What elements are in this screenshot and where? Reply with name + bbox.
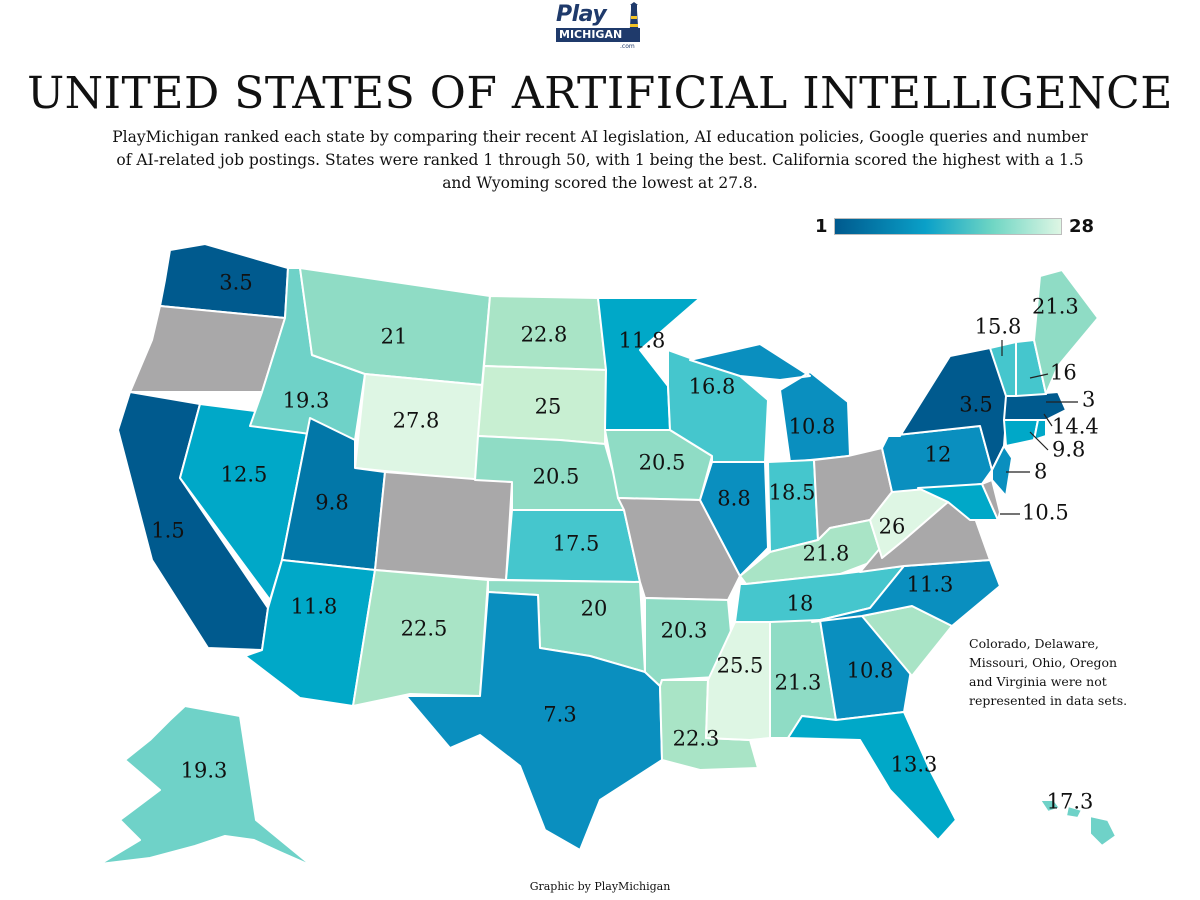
label-vt: 15.8 — [975, 315, 1022, 339]
label-in: 18.5 — [769, 481, 816, 505]
label-az: 11.8 — [291, 595, 338, 619]
state-tx[interactable] — [405, 591, 663, 851]
missing-data-note: Colorado, Delaware, Missouri, Ohio, Oreg… — [969, 636, 1128, 708]
label-sd: 25 — [535, 395, 562, 419]
state-ak[interactable] — [99, 705, 313, 867]
label-ne: 20.5 — [533, 465, 580, 489]
label-ia: 20.5 — [639, 451, 686, 475]
label-nm: 22.5 — [401, 617, 448, 641]
label-hi: 17.3 — [1047, 790, 1094, 814]
state-mi[interactable] — [689, 343, 851, 463]
label-al: 21.3 — [775, 671, 822, 695]
label-nj: 8 — [1034, 460, 1047, 484]
state-fl[interactable] — [787, 711, 957, 841]
label-ky: 21.8 — [803, 542, 850, 566]
label-ga: 10.8 — [847, 659, 894, 683]
leader-ct — [1029, 431, 1049, 451]
label-wy: 27.8 — [393, 409, 440, 433]
state-de[interactable] — [981, 479, 1001, 521]
label-nc: 11.3 — [907, 573, 954, 597]
label-ak: 19.3 — [181, 759, 228, 783]
label-nv: 12.5 — [221, 463, 268, 487]
state-il[interactable] — [699, 461, 769, 577]
state-nj[interactable] — [991, 445, 1013, 497]
logo-play-text: Play — [556, 2, 607, 27]
page-title: UNITED STATES OF ARTIFICIAL INTELLIGENCE — [27, 68, 1173, 119]
page-subtitle: PlayMichigan ranked each state by compar… — [112, 128, 1088, 192]
state-or[interactable] — [129, 305, 286, 393]
label-mt: 21 — [381, 325, 408, 349]
label-pa: 12 — [925, 443, 952, 467]
label-ct: 9.8 — [1052, 438, 1085, 462]
legend-min-label: 1 — [815, 216, 828, 237]
label-wv: 26 — [879, 515, 906, 539]
label-ut: 9.8 — [315, 491, 348, 515]
playmichigan-logo: Play MICHIGAN .com — [556, 2, 646, 54]
state-md[interactable] — [917, 483, 999, 521]
graphic-credit: Graphic by PlayMichigan — [529, 880, 671, 893]
state-hi[interactable] — [1039, 799, 1117, 847]
label-nh: 16 — [1050, 361, 1077, 385]
label-il: 8.8 — [717, 487, 750, 511]
legend-gradient-bar — [834, 218, 1062, 235]
state-in[interactable] — [767, 459, 819, 553]
label-wa: 3.5 — [219, 271, 252, 295]
label-ma: 3 — [1082, 388, 1095, 412]
label-ca: 1.5 — [151, 519, 184, 543]
color-legend: 1 28 — [812, 214, 1112, 244]
state-ma[interactable] — [1003, 391, 1067, 421]
label-tx: 7.3 — [543, 703, 576, 727]
leader-ri — [1043, 413, 1053, 427]
state-co[interactable] — [374, 471, 513, 581]
state-ct[interactable] — [1003, 419, 1039, 447]
label-tn: 18 — [787, 592, 814, 616]
label-nd: 22.8 — [521, 323, 568, 347]
label-la: 22.3 — [673, 727, 720, 751]
legend-max-label: 28 — [1069, 216, 1095, 237]
label-ms: 25.5 — [717, 654, 764, 678]
label-id: 19.3 — [283, 389, 330, 413]
leader-nh — [1029, 373, 1049, 379]
label-ri: 14.4 — [1052, 415, 1099, 439]
label-wi: 16.8 — [689, 375, 736, 399]
label-me: 21.3 — [1032, 295, 1079, 319]
label-ny: 3.5 — [959, 393, 992, 417]
logo-michigan-text: MICHIGAN — [556, 28, 640, 42]
label-mi: 10.8 — [789, 415, 836, 439]
label-fl: 13.3 — [891, 753, 938, 777]
label-ks: 17.5 — [553, 532, 600, 556]
logo-com-text: .com — [620, 43, 635, 50]
label-ok: 20 — [581, 597, 608, 621]
label-mn: 11.8 — [619, 329, 666, 353]
state-me[interactable] — [1033, 269, 1099, 395]
label-ar: 20.3 — [661, 619, 708, 643]
label-md: 10.5 — [1022, 501, 1069, 525]
